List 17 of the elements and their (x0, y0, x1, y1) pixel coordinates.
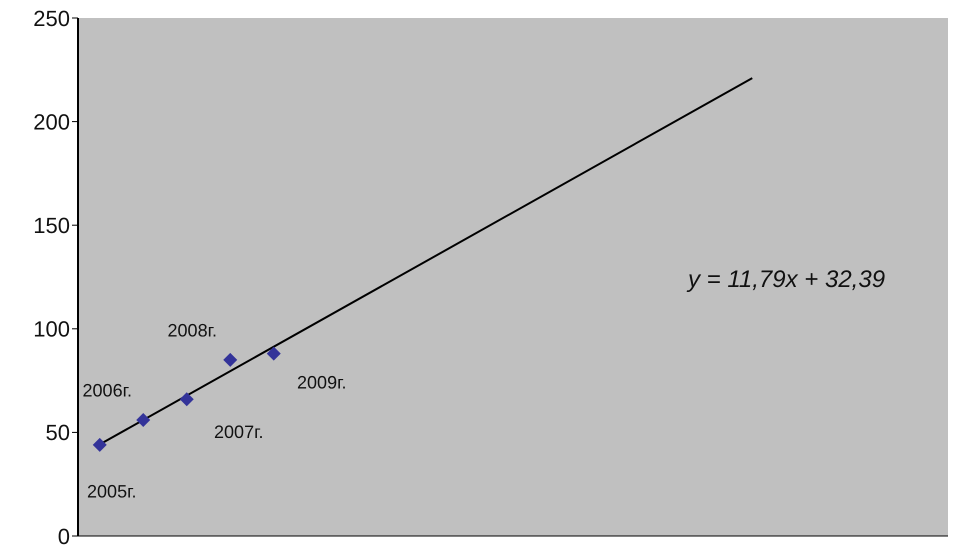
y-tick-label: 200 (33, 109, 70, 134)
point (92, 438, 107, 452)
point (223, 352, 238, 367)
y-tick-label: 0 (58, 524, 70, 549)
point (136, 412, 150, 427)
annotation: 2008г. (168, 320, 217, 341)
annotation: 2005г. (87, 482, 136, 502)
annotation: 2006г. (82, 380, 132, 401)
annotation: y = 11,79x + 32,39 (688, 266, 886, 294)
y-tick-label: 100 (33, 316, 70, 342)
y-tick-label: 250 (33, 6, 70, 31)
annotation: 2009г. (297, 372, 346, 392)
y-tick-label: 150 (33, 213, 70, 238)
point (180, 392, 194, 406)
point (266, 346, 281, 361)
annotation: 2007г. (214, 422, 264, 442)
y-tick-label: 50 (46, 420, 70, 446)
